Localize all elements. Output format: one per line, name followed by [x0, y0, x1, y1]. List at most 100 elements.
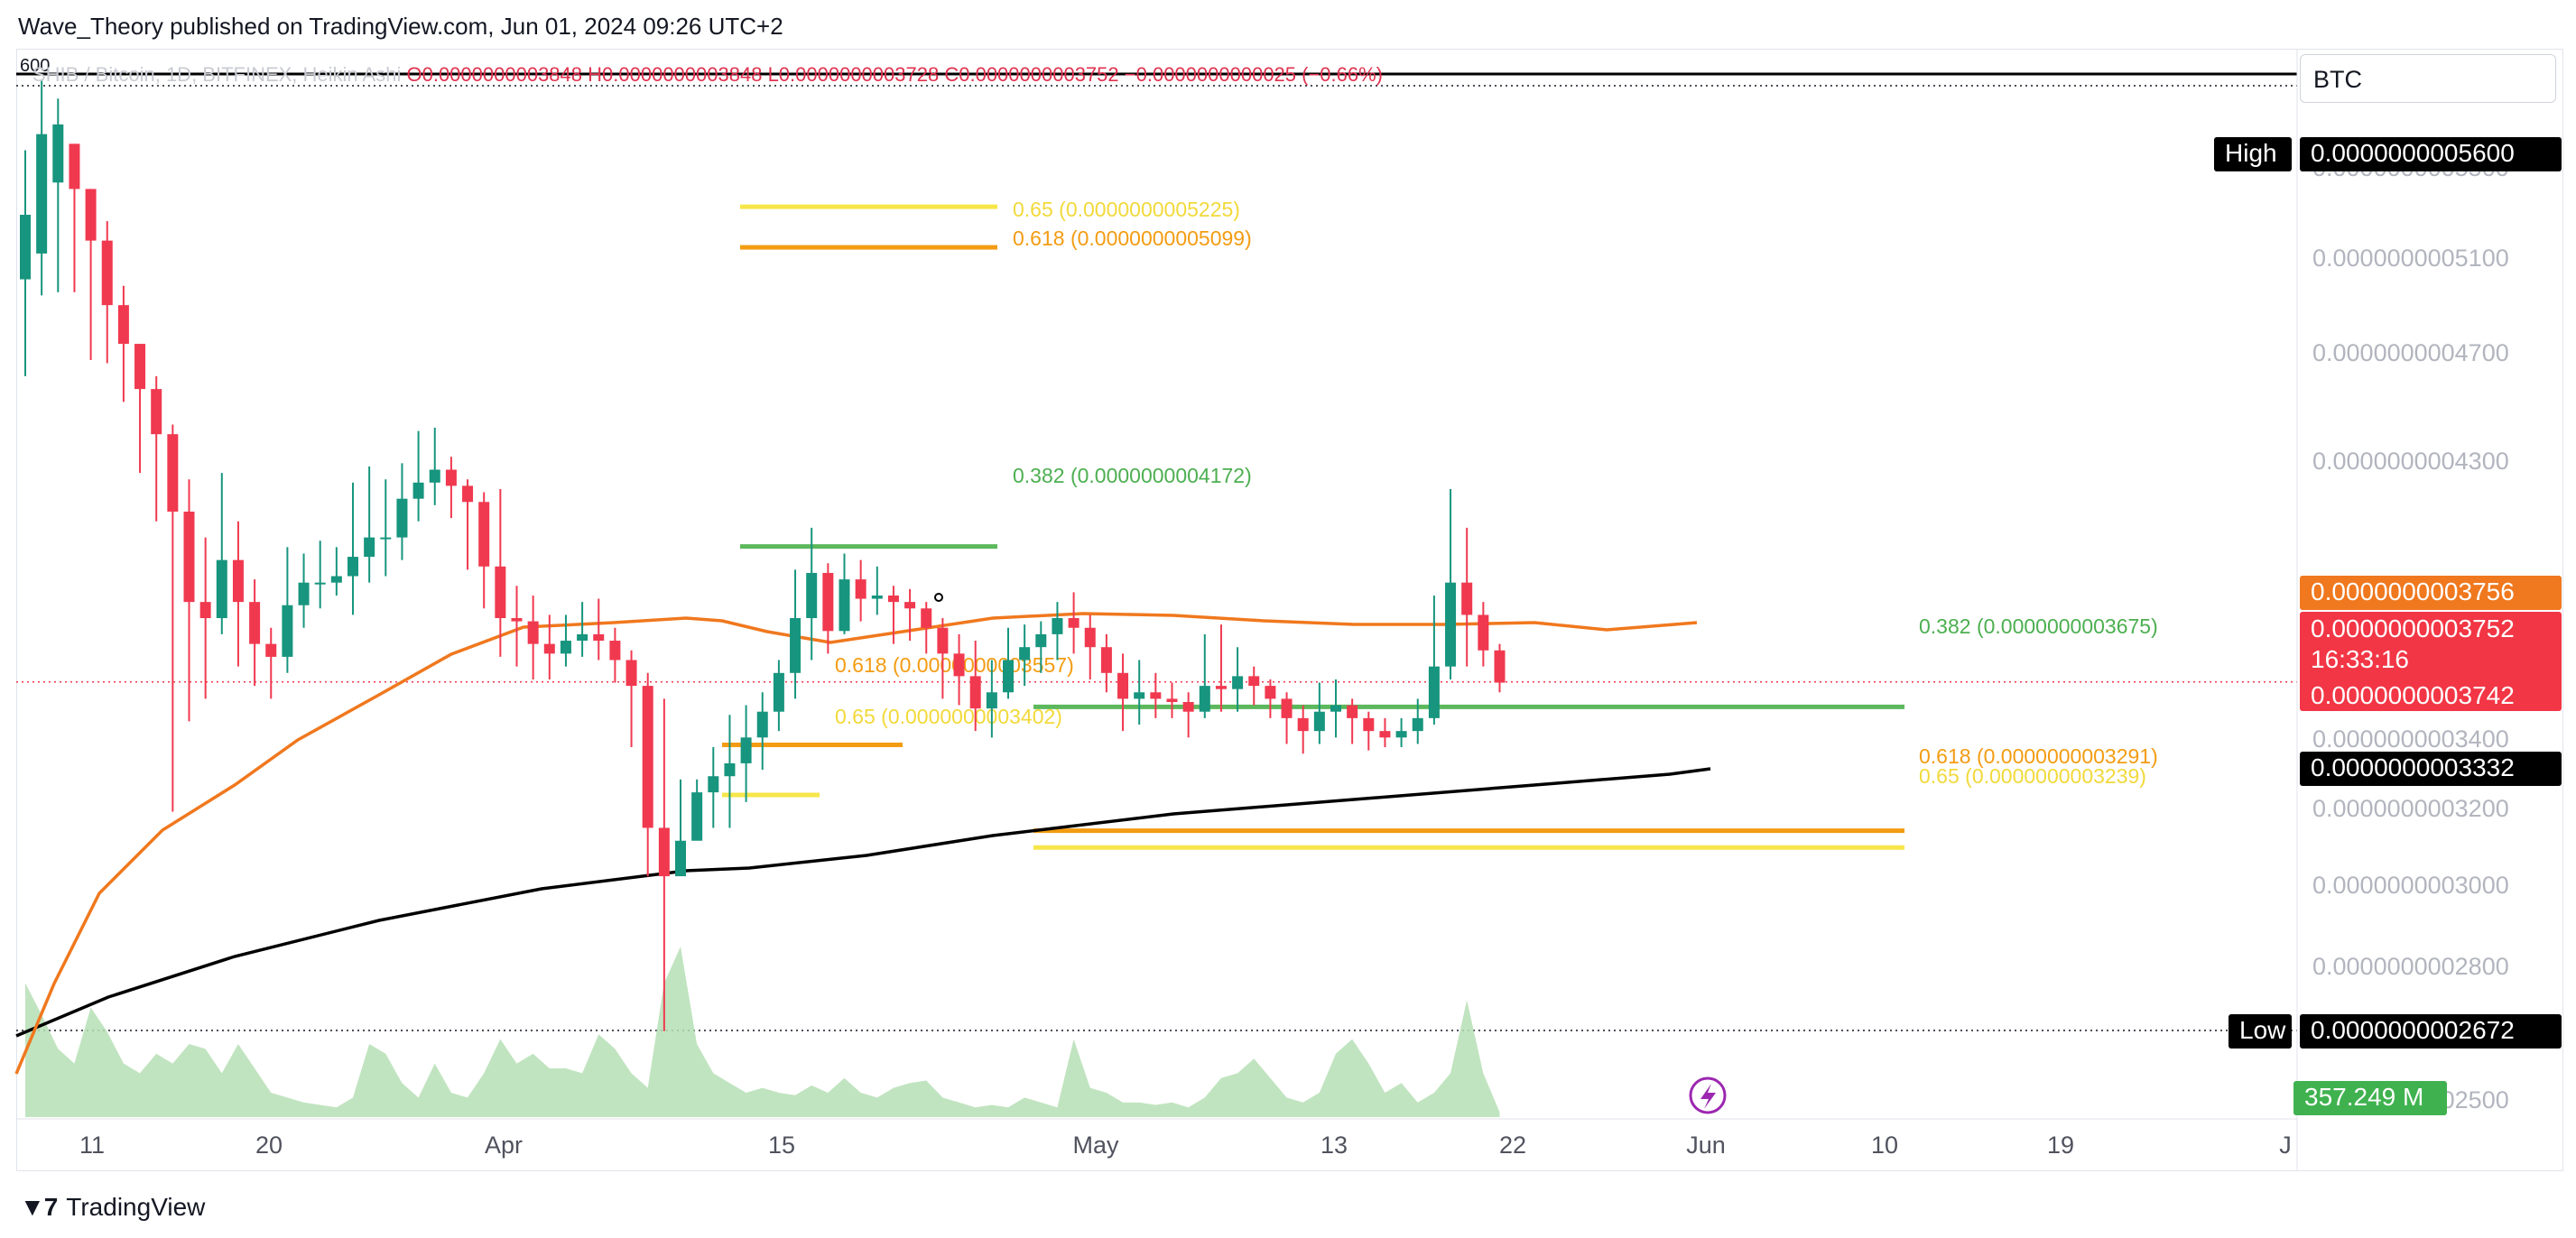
candle — [1100, 633, 1112, 693]
candle — [412, 430, 424, 522]
candle — [543, 614, 555, 679]
candle — [36, 79, 48, 296]
candle — [232, 521, 244, 667]
candle-body — [282, 605, 293, 657]
candle-body — [1215, 686, 1227, 689]
last-price-tag-bg — [2300, 612, 2562, 711]
y-tick-label: 0.0000000003400 — [2312, 725, 2509, 753]
candle — [625, 650, 637, 748]
candle — [69, 143, 80, 292]
candle — [871, 566, 883, 615]
candle — [593, 598, 605, 661]
candle — [560, 614, 571, 667]
candle — [1166, 682, 1178, 718]
candle — [1248, 666, 1260, 706]
publisher-header: Wave_Theory published on TradingView.com… — [18, 13, 783, 40]
candle — [658, 698, 670, 1031]
candle — [1199, 633, 1210, 718]
candle-body — [1347, 705, 1358, 718]
candle-body — [117, 305, 129, 345]
candle-body — [1052, 618, 1063, 634]
candle-body — [462, 485, 474, 503]
candle — [462, 479, 474, 570]
candle-body — [1478, 614, 1489, 651]
x-tick-label: 11 — [79, 1132, 105, 1159]
candle-body — [412, 482, 424, 499]
candle — [20, 150, 31, 376]
candle — [134, 344, 146, 474]
candle-body — [232, 559, 244, 603]
candle-body — [1100, 647, 1112, 673]
candle-body — [1182, 701, 1194, 712]
candle — [314, 540, 326, 609]
x-tick-label: 15 — [768, 1132, 795, 1159]
candle-body — [1412, 717, 1423, 732]
candle — [101, 221, 113, 364]
candle — [527, 595, 539, 679]
candle — [1313, 682, 1325, 744]
candle — [216, 473, 227, 634]
candle-body — [511, 618, 523, 622]
candle-body — [1445, 582, 1457, 667]
ma-slow-tag: 0.0000000003332 — [2300, 752, 2562, 786]
legend-low: L0.0000000003728 — [767, 63, 940, 86]
candle — [1347, 698, 1358, 744]
x-tick-label: Jun — [1686, 1132, 1726, 1159]
candle — [396, 463, 408, 560]
candle — [1134, 660, 1145, 725]
candle — [265, 627, 277, 699]
candle-body — [183, 512, 195, 603]
candle-body — [347, 557, 358, 577]
candle-body — [642, 686, 653, 828]
candle — [1035, 621, 1047, 673]
x-tick-label: 10 — [1871, 1132, 1898, 1159]
currency-selector[interactable]: BTC — [2300, 54, 2556, 103]
volume-area-path — [25, 947, 1500, 1117]
candle-body — [1166, 698, 1178, 702]
candle — [773, 660, 784, 732]
candle — [199, 537, 211, 699]
footer-brand-text: TradingView — [66, 1193, 206, 1221]
candle-body — [445, 469, 457, 486]
candle-body — [1248, 676, 1260, 687]
footer-brand: ▼7 TradingView — [20, 1193, 205, 1222]
candle — [887, 586, 899, 644]
fib-label: 0.65 (0.0000000005225) — [1013, 198, 1240, 221]
candle — [1494, 643, 1506, 693]
fib-label: 0.65 (0.0000000003239) — [1919, 764, 2146, 788]
candle — [330, 547, 342, 596]
candle-body — [773, 672, 784, 712]
candle-body — [85, 189, 97, 241]
candle-body — [1084, 627, 1096, 648]
candle-body — [724, 762, 736, 777]
candle-body — [396, 498, 408, 538]
ma-slow-line — [15, 767, 1711, 1038]
candle — [1445, 488, 1457, 679]
candle-body — [806, 572, 818, 619]
price-grid-lines — [16, 72, 2297, 1031]
candle-body — [953, 653, 965, 677]
lightning-icon — [1689, 1076, 1727, 1114]
last-low-value: 0.0000000003742 — [2311, 681, 2515, 709]
candle — [1478, 602, 1489, 667]
high-tag-label: High — [2214, 137, 2292, 171]
candle-body — [1134, 692, 1145, 699]
candle-body — [609, 641, 621, 661]
candle-body — [1461, 582, 1473, 615]
candle — [1117, 653, 1129, 732]
high-value-tag-text: 0.0000000005600 — [2311, 139, 2515, 167]
y-tick-label: 0.0000000002800 — [2312, 953, 2509, 980]
candle-body — [921, 608, 932, 628]
candle-body — [330, 576, 342, 583]
tradingview-logo-icon: ▼7 — [20, 1193, 58, 1221]
volume-tag-text: 357.249 M — [2304, 1083, 2423, 1111]
candle-body — [1003, 660, 1014, 693]
candle — [511, 586, 523, 667]
candle — [249, 579, 261, 687]
candle-body — [1150, 692, 1162, 699]
moving-average-fast — [14, 612, 1698, 1075]
candle-body — [1297, 717, 1309, 732]
high-tag-label-bg — [2214, 137, 2292, 171]
candle — [347, 482, 358, 615]
